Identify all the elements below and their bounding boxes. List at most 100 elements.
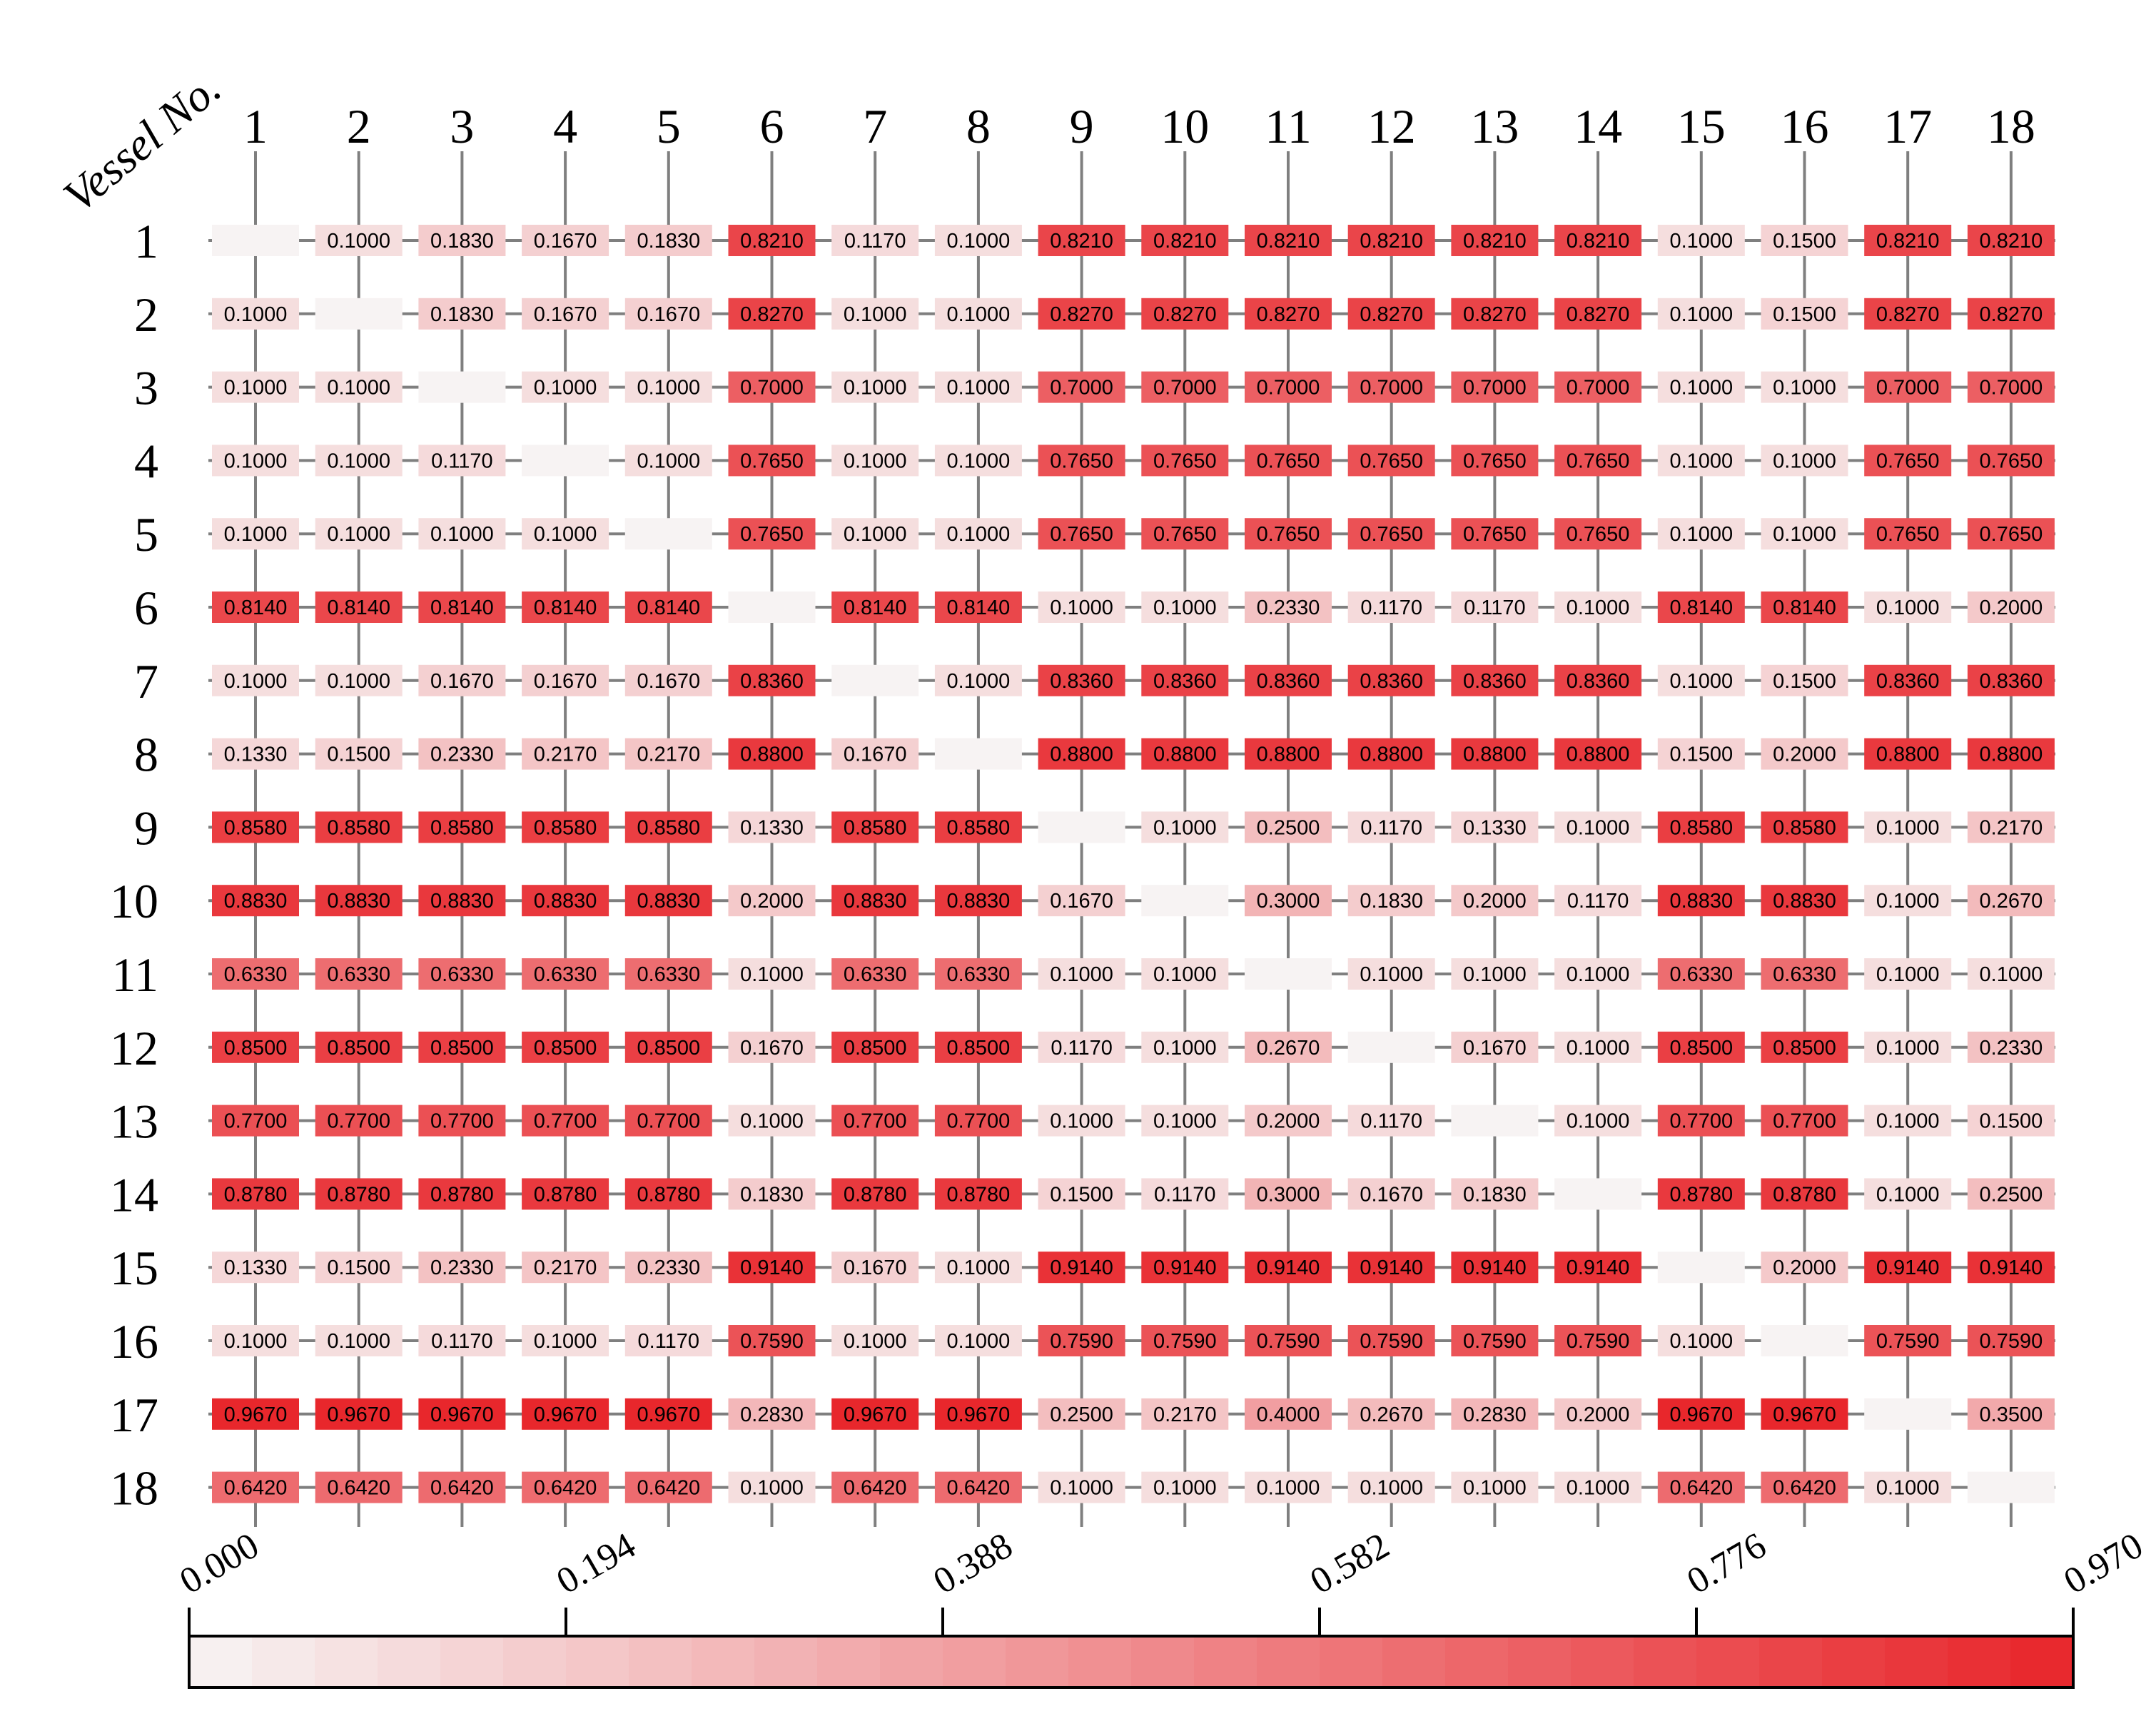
cell-value-label: 0.1000 (1567, 816, 1630, 839)
cell-value-label: 0.2170 (1153, 1403, 1217, 1426)
heatmap-cell (934, 298, 1022, 330)
cell-value-label: 0.6330 (947, 963, 1011, 986)
heatmap-cell (212, 885, 299, 917)
heatmap-cell (1761, 664, 1848, 696)
cell-value-label: 0.1000 (1050, 596, 1113, 619)
cell-value-label: 0.8500 (327, 1037, 390, 1060)
cell-value-label: 0.1000 (327, 523, 390, 546)
cell-value-label: 0.7590 (740, 1330, 804, 1353)
heatmap-cell (418, 958, 506, 990)
heatmap-cell (1451, 1105, 1539, 1137)
heatmap-cell (1864, 371, 1952, 403)
heatmap-cell (831, 664, 919, 696)
cell-value-label: 0.7590 (1360, 1330, 1423, 1353)
cell-value-label: 0.7700 (947, 1110, 1011, 1133)
heatmap-cell (831, 885, 919, 917)
cell-value-label: 0.1670 (844, 1256, 907, 1279)
heatmap-cell (1038, 1252, 1125, 1284)
column-label: 8 (966, 99, 991, 153)
heatmap-cell (1245, 1398, 1332, 1430)
cell-value-label: 0.1670 (1360, 1183, 1423, 1206)
colorbar-segment (1634, 1636, 1697, 1687)
heatmap-cell (831, 518, 919, 550)
heatmap-cell (1245, 811, 1332, 843)
cell-value-label: 0.1000 (1153, 1110, 1217, 1133)
heatmap-cell (1967, 592, 2055, 623)
heatmap-cell (1347, 1031, 1435, 1063)
heatmap-cell (1141, 518, 1229, 550)
row-label: 1 (134, 214, 158, 268)
cell-value-label: 0.6330 (327, 963, 390, 986)
cell-value-label: 0.6420 (534, 1477, 597, 1500)
cell-value-label: 0.8780 (430, 1183, 494, 1206)
cell-value-label: 0.2170 (1980, 816, 2043, 839)
heatmap-cell (831, 1252, 919, 1284)
colorbar-tick-label: 0.194 (550, 1525, 643, 1603)
heatmap-cell (1347, 885, 1435, 917)
cell-value-label: 0.1000 (430, 523, 494, 546)
cell-value-label: 0.1000 (1773, 450, 1836, 472)
heatmap-cell (831, 592, 919, 623)
cell-value-label: 0.1000 (1257, 1477, 1320, 1500)
cell-value-label: 0.7650 (1980, 523, 2043, 546)
heatmap-cell (1038, 1471, 1125, 1503)
cell-value-label: 0.7650 (740, 450, 804, 472)
heatmap-cell (1347, 664, 1435, 696)
cell-value-label: 0.1000 (534, 523, 597, 546)
cell-value-label: 0.3000 (1257, 1183, 1320, 1206)
colorbar-segment (1759, 1636, 1823, 1687)
cell-value-label: 0.8210 (1050, 230, 1113, 253)
heatmap-cell (1554, 738, 1642, 770)
cell-value-label: 0.8830 (637, 890, 700, 913)
cell-value-label: 0.8800 (1980, 743, 2043, 766)
cell-value-label: 0.1500 (1050, 1183, 1113, 1206)
heatmap-cell (1245, 664, 1332, 696)
heatmap-cell (1761, 958, 1848, 990)
heatmap-cell (831, 225, 919, 256)
heatmap-cell (522, 592, 609, 623)
cell-value-label: 0.9670 (947, 1403, 1011, 1426)
heatmap-cell (418, 1105, 506, 1137)
heatmap-cell (934, 518, 1022, 550)
heatmap-cell (1245, 738, 1332, 770)
heatmap-cell (728, 1105, 816, 1137)
cell-value-label: 0.1830 (430, 230, 494, 253)
cell-value-label: 0.4000 (1257, 1403, 1320, 1426)
cell-value-label: 0.8780 (947, 1183, 1011, 1206)
column-label: 4 (553, 99, 577, 153)
row-label: 13 (110, 1095, 158, 1149)
heatmap-cell (1967, 1031, 2055, 1063)
column-label: 14 (1574, 99, 1622, 153)
cell-value-label: 0.1830 (740, 1183, 804, 1206)
cell-value-label: 0.8210 (1876, 230, 1940, 253)
cell-value-label: 0.1000 (1773, 377, 1836, 400)
cell-value-label: 0.6420 (327, 1477, 390, 1500)
colorbar-segment (943, 1636, 1006, 1687)
heatmap-cell (728, 518, 816, 550)
heatmap-cell (1554, 1471, 1642, 1503)
cell-value-label: 0.9140 (1876, 1256, 1940, 1279)
heatmap-cell (1451, 885, 1539, 917)
heatmap-cell (1761, 371, 1848, 403)
cell-value-label: 0.1000 (1876, 1110, 1940, 1133)
cell-value-label: 0.1000 (1567, 596, 1630, 619)
cell-value-label: 0.8800 (1360, 743, 1423, 766)
heatmap-cell (1864, 811, 1952, 843)
cell-value-label: 0.9140 (1980, 1256, 2043, 1279)
heatmap-cell (212, 811, 299, 843)
cell-value-label: 0.2330 (1257, 596, 1320, 619)
cell-value-label: 0.2170 (534, 743, 597, 766)
heatmap-cell (728, 298, 816, 330)
heatmap-cell (212, 1252, 299, 1284)
heatmap-cell (1245, 1031, 1332, 1063)
heatmap-cell (728, 445, 816, 477)
heatmap-cell (728, 1398, 816, 1430)
cell-value-label: 0.7650 (1050, 523, 1113, 546)
heatmap-cell (1761, 1325, 1848, 1356)
cell-value-label: 0.6420 (844, 1477, 907, 1500)
heatmap-cell (1038, 371, 1125, 403)
heatmap-cell (1967, 1471, 2055, 1503)
heatmap-cell (624, 738, 712, 770)
heatmap-cell (315, 1178, 403, 1210)
cell-value-label: 0.1170 (1360, 1110, 1422, 1133)
